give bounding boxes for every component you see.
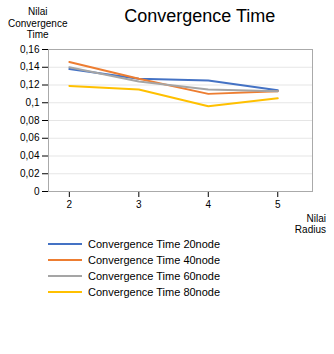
html-text:Convergence Time 40node: Convergence Time 40node	[88, 253, 221, 266]
svg-text:5: 5	[275, 198, 281, 209]
svg-text:0,02: 0,02	[20, 167, 40, 178]
svg-text:0,14: 0,14	[20, 61, 40, 72]
svg-text:0,06: 0,06	[20, 132, 40, 143]
html-text:Convergence Time 20node: Convergence Time 20node	[88, 237, 221, 250]
svg-text:0,04: 0,04	[20, 150, 40, 161]
html-text:Convergence Time 60node: Convergence Time 60node	[88, 269, 221, 282]
svg-text:0: 0	[34, 185, 40, 196]
html-text:Convergence Time 80node: Convergence Time 80node	[88, 285, 221, 298]
html-text:Nilai Convergence Time: Nilai Convergence Time	[8, 6, 68, 40]
html-text:Nilai Radius: Nilai Radius	[294, 212, 326, 235]
svg-text:2: 2	[67, 198, 73, 209]
svg-text:0,1: 0,1	[26, 96, 40, 107]
svg-text:4: 4	[206, 198, 212, 209]
svg-text:0,16: 0,16	[20, 43, 40, 54]
svg-text:3: 3	[136, 198, 142, 209]
svg-text:0,08: 0,08	[20, 114, 40, 125]
svg-text:0,12: 0,12	[20, 79, 40, 90]
html-text:Convergence Time: Convergence Time	[124, 6, 276, 26]
